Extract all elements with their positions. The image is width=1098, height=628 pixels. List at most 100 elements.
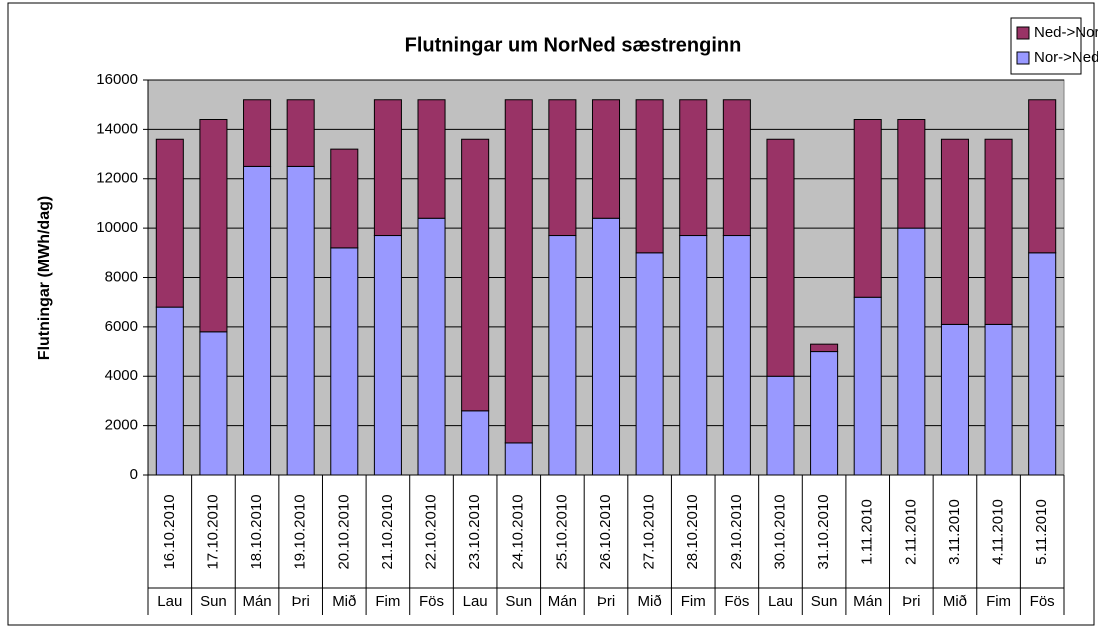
- x-tick-label: 4.11.2010: [990, 499, 1007, 565]
- bar-segment: [504, 442, 533, 476]
- bar-segment: [1028, 99, 1057, 254]
- bar-segment: [199, 119, 228, 333]
- y-tick-label: 0: [130, 466, 138, 483]
- bar-segment: [155, 306, 184, 476]
- bar-segment: [286, 165, 315, 476]
- x-tick-label: 28.10.2010: [684, 494, 701, 569]
- bar-segment: [548, 99, 577, 237]
- x-group-label: Mán: [548, 593, 577, 610]
- x-tick-label: 3.11.2010: [946, 499, 963, 565]
- x-tick-label: 16.10.2010: [161, 494, 178, 569]
- x-group-label: Lau: [463, 593, 488, 610]
- bar-segment: [504, 99, 533, 444]
- bar-segment: [679, 235, 708, 476]
- y-tick-label: 10000: [96, 219, 138, 236]
- legend-label: Ned->Nor: [1034, 24, 1098, 41]
- y-tick-label: 6000: [105, 318, 138, 335]
- bar-segment: [243, 99, 272, 167]
- bar-segment: [330, 247, 359, 476]
- bar-segment: [417, 99, 446, 219]
- x-group-label: Þri: [902, 593, 920, 610]
- x-group-label: Fim: [681, 593, 706, 610]
- x-group-label: Lau: [157, 593, 182, 610]
- bar-segment: [330, 148, 359, 249]
- x-tick-label: 25.10.2010: [553, 494, 570, 569]
- bar-segment: [373, 99, 402, 237]
- bar-segment: [722, 99, 751, 237]
- bar-segment: [897, 119, 926, 229]
- bar-segment: [548, 235, 577, 476]
- x-tick-label: 1.11.2010: [859, 499, 876, 565]
- bar-segment: [591, 217, 621, 476]
- x-group-label: Sun: [811, 593, 838, 610]
- x-group-label: Þri: [291, 593, 309, 610]
- chart-title: Flutningar um NorNed sæstrenginn: [405, 34, 742, 56]
- x-group-label: Fim: [986, 593, 1011, 610]
- legend-swatch: [1016, 26, 1030, 40]
- x-tick-label: 29.10.2010: [728, 494, 745, 569]
- x-tick-label: 22.10.2010: [422, 494, 439, 569]
- y-tick-label: 16000: [96, 71, 138, 88]
- x-group-label: Mið: [638, 593, 662, 610]
- y-tick-label: 2000: [105, 417, 138, 434]
- y-tick-label: 4000: [105, 367, 138, 384]
- legend-swatch: [1016, 51, 1030, 65]
- bar-segment: [155, 138, 184, 308]
- bar-segment: [417, 217, 446, 476]
- legend-label: Nor->Ned: [1034, 49, 1098, 66]
- bar-segment: [243, 165, 272, 476]
- bar-segment: [1028, 252, 1057, 476]
- x-tick-label: 2.11.2010: [902, 499, 919, 565]
- x-tick-label: 20.10.2010: [335, 494, 352, 569]
- y-tick-label: 8000: [105, 268, 138, 285]
- bar-segment: [766, 375, 795, 476]
- x-tick-label: 26.10.2010: [597, 494, 614, 569]
- x-group-label: Mið: [332, 593, 356, 610]
- x-tick-label: 27.10.2010: [641, 494, 658, 569]
- bar-segment: [591, 99, 621, 219]
- x-tick-label: 5.11.2010: [1033, 499, 1050, 565]
- x-group-label: Mið: [943, 593, 967, 610]
- bar-segment: [461, 138, 490, 412]
- bar-segment: [853, 296, 882, 476]
- bar-segment: [373, 235, 402, 476]
- bar-segment: [984, 323, 1013, 476]
- x-tick-label: 17.10.2010: [204, 494, 221, 569]
- x-group-label: Mán: [853, 593, 882, 610]
- y-tick-label: 14000: [96, 120, 138, 137]
- bar-segment: [635, 99, 664, 254]
- bar-segment: [461, 410, 490, 476]
- y-tick-label: 12000: [96, 170, 138, 187]
- x-group-label: Þri: [597, 593, 615, 610]
- y-axis-label: Flutningar (MWh/dag): [36, 196, 53, 360]
- bar-segment: [810, 351, 839, 476]
- bar-segment: [722, 235, 751, 476]
- x-group-label: Sun: [505, 593, 532, 610]
- bar-segment: [679, 99, 708, 237]
- bar-segment: [766, 138, 795, 377]
- x-group-label: Fös: [419, 593, 444, 610]
- x-group-label: Fös: [724, 593, 749, 610]
- x-tick-label: 19.10.2010: [292, 494, 309, 569]
- x-group-label: Fim: [375, 593, 400, 610]
- x-group-label: Mán: [242, 593, 271, 610]
- bar-segment: [286, 99, 315, 167]
- bar-segment: [810, 343, 839, 353]
- bar-segment: [984, 138, 1013, 325]
- bar-segment: [853, 119, 882, 298]
- x-group-label: Fös: [1030, 593, 1055, 610]
- x-tick-label: 31.10.2010: [815, 494, 832, 569]
- bar-segment: [635, 252, 664, 476]
- x-tick-label: 18.10.2010: [248, 494, 265, 569]
- bar-segment: [940, 138, 969, 325]
- x-tick-label: 21.10.2010: [379, 494, 396, 569]
- bar-segment: [940, 323, 969, 476]
- x-group-label: Sun: [200, 593, 227, 610]
- x-tick-label: 24.10.2010: [510, 494, 527, 569]
- bar-segment: [199, 331, 228, 476]
- x-group-label: Lau: [768, 593, 793, 610]
- x-tick-label: 30.10.2010: [771, 494, 788, 569]
- bar-segment: [897, 227, 926, 476]
- x-tick-label: 23.10.2010: [466, 494, 483, 569]
